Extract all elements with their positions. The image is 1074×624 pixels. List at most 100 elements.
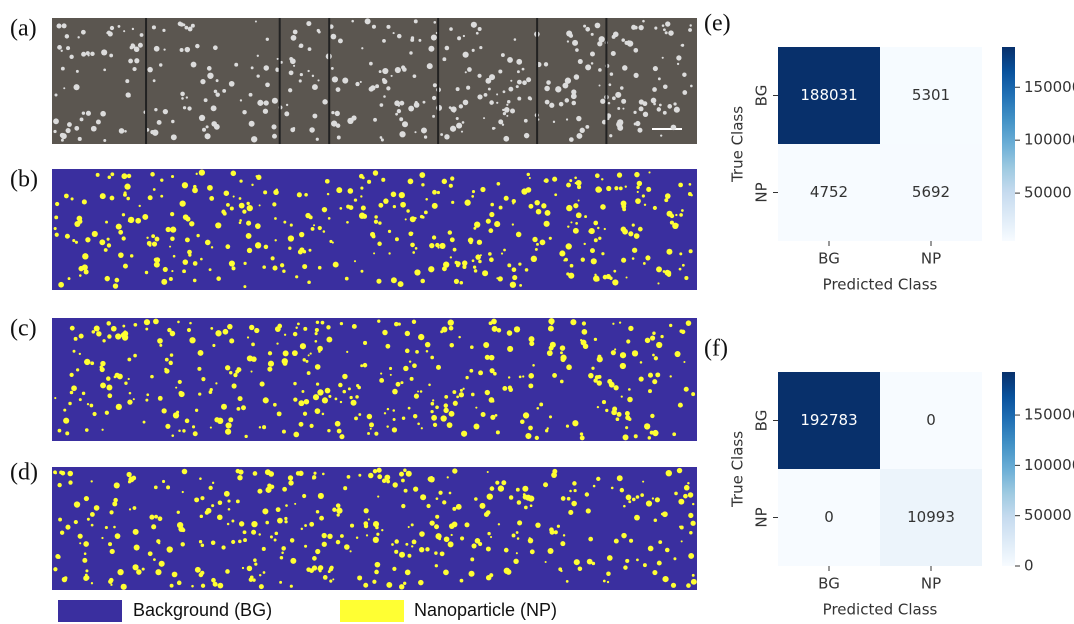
particle (334, 110, 340, 117)
particle (80, 29, 86, 35)
particle (348, 205, 354, 210)
particle (320, 320, 325, 325)
particle (236, 406, 241, 411)
particle (429, 242, 435, 249)
particle (594, 173, 600, 179)
particle (288, 480, 294, 486)
particle (483, 117, 486, 120)
particle (239, 99, 243, 102)
particle (250, 370, 253, 373)
particle (488, 252, 492, 256)
particle (441, 178, 448, 185)
particle (85, 237, 91, 243)
particle (571, 100, 577, 106)
particle (489, 368, 495, 374)
particle (268, 471, 275, 477)
particle (106, 321, 111, 326)
colorbar (1002, 47, 1015, 241)
particle (86, 517, 90, 521)
particle (588, 229, 592, 233)
particle (371, 234, 376, 239)
particle (315, 382, 320, 386)
particle (438, 537, 442, 541)
particle (164, 357, 169, 362)
particle (99, 193, 106, 200)
particle (231, 539, 236, 545)
particle (396, 33, 402, 39)
particle (420, 278, 426, 284)
particle (526, 172, 530, 177)
particle (636, 558, 639, 562)
particle (681, 43, 685, 47)
particle (208, 268, 212, 272)
y-axis-label: True Class (729, 431, 747, 508)
particle (449, 342, 455, 348)
x-tick-label: BG (818, 250, 840, 268)
particle (486, 470, 489, 474)
particle (388, 252, 391, 255)
particle (407, 178, 414, 185)
particle (684, 275, 689, 281)
particle (315, 548, 321, 555)
particle (392, 482, 398, 488)
particle (489, 536, 493, 539)
particle (601, 178, 604, 181)
particle (579, 127, 585, 134)
particle (543, 179, 547, 183)
particle (404, 348, 410, 354)
particle (573, 74, 580, 80)
particle (392, 32, 395, 35)
particle (336, 428, 342, 434)
particle (254, 562, 258, 566)
particle (518, 262, 522, 266)
particle (146, 393, 150, 397)
cell (778, 372, 880, 469)
particle (581, 321, 587, 326)
particle (554, 193, 558, 197)
particle (254, 242, 262, 249)
particle (176, 410, 180, 414)
particle (597, 41, 603, 47)
particle (670, 124, 677, 131)
particle (106, 376, 111, 381)
particle (228, 80, 235, 87)
particle (262, 508, 269, 515)
particle (433, 96, 436, 99)
particle (367, 432, 370, 435)
particle (650, 335, 656, 341)
particle (182, 429, 186, 433)
particle (197, 350, 204, 356)
particle (502, 90, 506, 94)
particle (222, 88, 227, 93)
particle (660, 512, 664, 516)
colorbar-tick-label: 150000 (1024, 406, 1074, 424)
particle (172, 412, 180, 419)
particle (217, 500, 223, 506)
particle (589, 248, 595, 254)
particle (273, 402, 277, 407)
particle (555, 86, 562, 93)
particle (63, 193, 69, 199)
particle (74, 221, 81, 228)
particle (200, 583, 206, 588)
particle (457, 36, 462, 41)
particle (421, 183, 425, 187)
particle (267, 366, 273, 372)
particle (179, 48, 184, 53)
particle (622, 434, 629, 441)
particle (410, 242, 415, 248)
particle (239, 179, 243, 183)
particle (619, 487, 625, 493)
particle (448, 183, 453, 188)
particle (151, 234, 156, 239)
particle (546, 427, 549, 430)
particle (177, 379, 182, 385)
particle (289, 538, 295, 543)
particle (200, 543, 205, 547)
particle (400, 201, 406, 208)
particle (170, 134, 177, 141)
particle (573, 203, 579, 209)
legend-swatch (340, 600, 404, 622)
particle (450, 533, 453, 537)
particle (169, 353, 174, 357)
